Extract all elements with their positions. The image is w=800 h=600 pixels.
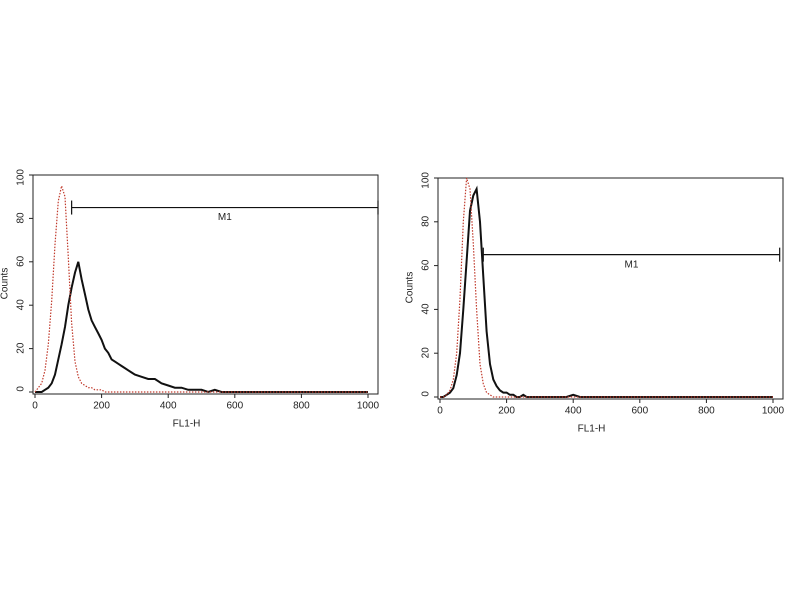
- gate-label: M1: [218, 212, 232, 223]
- x-tick-label: 200: [498, 406, 515, 417]
- x-tick-label: 1000: [762, 406, 785, 417]
- x-tick-label: 800: [293, 401, 310, 412]
- histogram-line: [35, 261, 368, 394]
- histogram-line: [440, 185, 773, 398]
- x-tick-label: 0: [32, 401, 38, 412]
- y-tick-label: 100: [16, 169, 27, 186]
- x-tick-label: 1000: [357, 401, 380, 412]
- x-axis-label: FL1-H: [173, 419, 201, 430]
- y-tick-label: 20: [16, 342, 27, 354]
- x-tick-label: 800: [698, 406, 715, 417]
- plot-frame: [32, 174, 379, 395]
- y-tick-label: 20: [421, 347, 432, 359]
- histogram-line: [440, 177, 773, 398]
- x-tick-label: 600: [226, 401, 243, 412]
- y-tick-label: 80: [16, 212, 27, 224]
- y-tick-label: 0: [16, 386, 27, 392]
- y-tick-label: 60: [421, 259, 432, 271]
- y-tick-label: 60: [16, 255, 27, 267]
- plot-frame: [437, 177, 784, 400]
- gate-label: M1: [625, 259, 639, 270]
- x-tick-label: 200: [93, 401, 110, 412]
- y-tick-label: 0: [421, 391, 432, 397]
- y-tick-label: 100: [421, 172, 432, 189]
- x-axis-label: FL1-H: [578, 424, 606, 435]
- x-tick-label: 400: [565, 406, 582, 417]
- y-axis-label: Counts: [0, 268, 11, 300]
- y-tick-label: 40: [421, 303, 432, 315]
- y-axis-label: Counts: [405, 272, 416, 304]
- x-tick-label: 400: [160, 401, 177, 412]
- x-tick-label: 0: [437, 406, 443, 417]
- x-tick-label: 600: [631, 406, 648, 417]
- histogram-line: [34, 183, 368, 393]
- y-tick-label: 40: [16, 299, 27, 311]
- y-tick-label: 80: [421, 215, 432, 227]
